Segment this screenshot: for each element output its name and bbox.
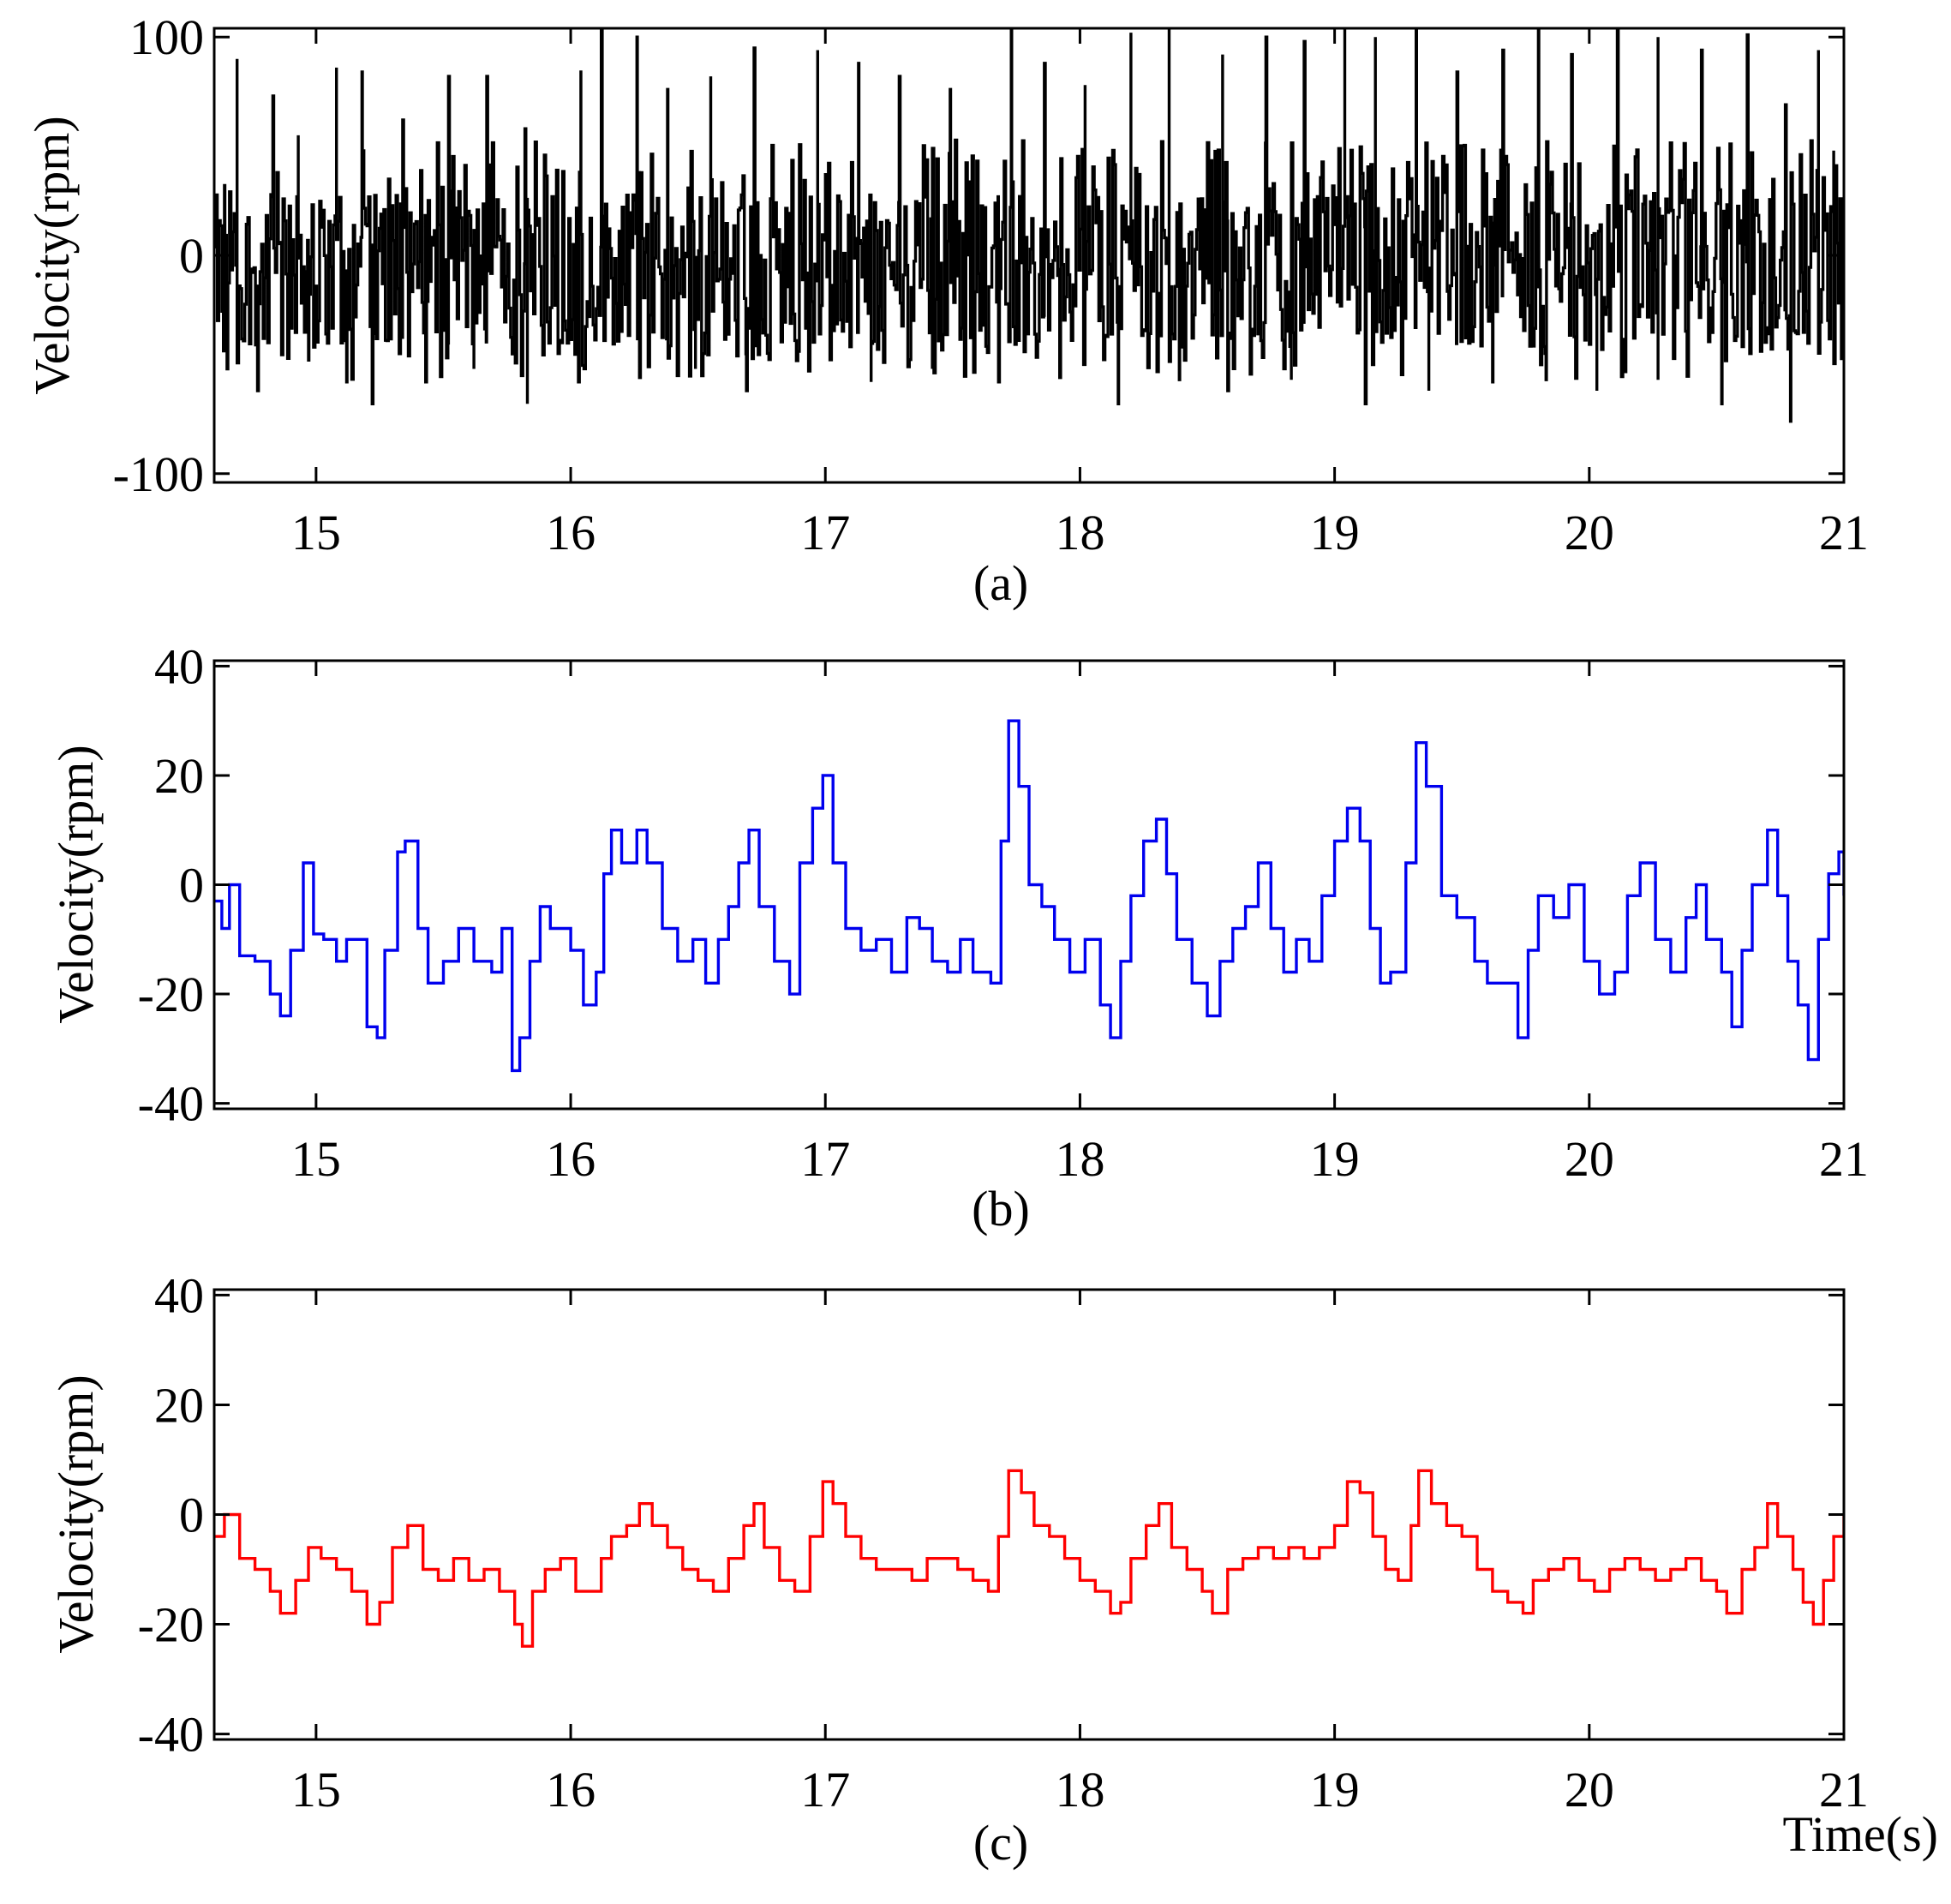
y-tick-label: 100 [129, 9, 204, 65]
y-tick-label: -40 [138, 1707, 204, 1763]
x-tick-label: 19 [1310, 1762, 1360, 1817]
series-line-c [214, 1469, 1844, 1648]
y-tick-label: 40 [154, 1267, 204, 1323]
x-tick-label: 20 [1565, 1131, 1614, 1187]
series-line-b [214, 719, 1844, 1073]
xlabel-c: Time(s) [1782, 1806, 1938, 1862]
y-tick-label: 20 [154, 748, 204, 804]
x-tick-label: 20 [1565, 1762, 1614, 1817]
caption-c: (c) [973, 1815, 1028, 1871]
y-tick-label: -40 [138, 1076, 204, 1132]
x-tick-label: 15 [291, 505, 341, 560]
x-tick-label: 18 [1055, 1762, 1104, 1817]
y-tick-label: 0 [179, 1488, 204, 1543]
x-tick-label: 16 [546, 1131, 595, 1187]
plot-frame-c [212, 1288, 1846, 1741]
y-tick-label: -20 [138, 1597, 204, 1653]
y-tick-label: 0 [179, 228, 204, 284]
ylabel-c: Velocity(rpm) [48, 1374, 104, 1653]
y-tick-label: 20 [154, 1377, 204, 1433]
y-tick-label: -20 [138, 967, 204, 1022]
x-tick-label: 19 [1310, 505, 1360, 560]
panel-a: 15 16 17 18 19 20 21 100 0 -100 Velocity(rpm) (a) [24, 9, 1869, 611]
caption-b: (b) [972, 1181, 1030, 1236]
y-tick-label: -100 [113, 446, 204, 502]
x-tick-label: 18 [1055, 505, 1104, 560]
x-tick-label: 20 [1565, 505, 1614, 560]
x-tick-label: 19 [1310, 1131, 1360, 1187]
y-tick-label: 0 [179, 858, 204, 913]
x-tick-label: 17 [800, 1762, 850, 1817]
caption-a: (a) [973, 555, 1028, 611]
x-tick-label: 17 [800, 1131, 850, 1187]
x-tick-label: 17 [800, 505, 850, 560]
x-tick-label: 21 [1819, 505, 1869, 560]
x-tick-label: 21 [1819, 1762, 1869, 1817]
x-tick-label: 21 [1819, 1131, 1869, 1187]
x-tick-label: 16 [546, 505, 595, 560]
x-tick-label: 18 [1055, 1131, 1104, 1187]
x-tick-label: 16 [546, 1762, 595, 1817]
y-tick-label: 40 [154, 638, 204, 694]
ylabel-b: Velocity(rpm) [48, 745, 104, 1023]
x-tick-label: 15 [291, 1762, 341, 1817]
series-line-a [214, 28, 1844, 423]
x-tick-label: 15 [291, 1131, 341, 1187]
ylabel-a: Velocity(rpm) [24, 116, 80, 394]
